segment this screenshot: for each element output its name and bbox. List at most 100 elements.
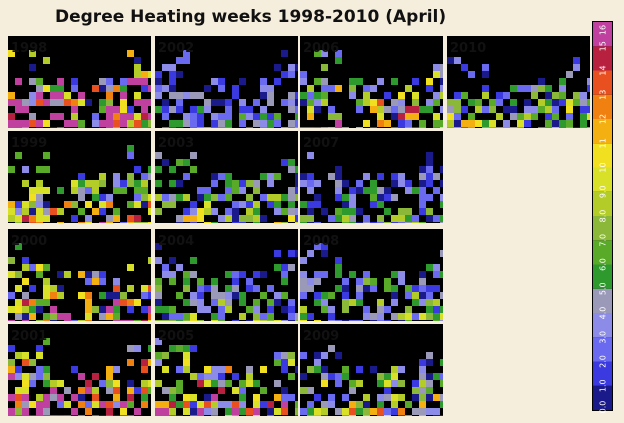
map-cell [141, 99, 148, 106]
map-cell [148, 306, 151, 313]
map-cell [99, 208, 106, 215]
map-cell [246, 127, 253, 128]
map-cell [99, 127, 106, 128]
map-cell [232, 222, 239, 223]
map-cell [295, 99, 298, 106]
map-cell [335, 120, 342, 127]
map-cell [141, 71, 148, 78]
map-cell [321, 408, 328, 415]
map-cell [274, 408, 281, 415]
map-cell [342, 222, 349, 223]
map-cell [246, 366, 253, 373]
map-cell [50, 380, 57, 387]
map-cell [22, 106, 29, 113]
map-cell [412, 187, 419, 194]
map-cell [496, 127, 503, 128]
map-cell [412, 285, 419, 292]
map-cell [440, 180, 443, 187]
map-cell [398, 99, 405, 106]
map-cell [197, 106, 204, 113]
map-cell [288, 313, 295, 320]
map-cell [190, 152, 197, 159]
map-cell [405, 292, 412, 299]
map-cell [204, 380, 211, 387]
map-cell [155, 71, 162, 78]
map-cell [15, 120, 22, 127]
map-cell [36, 366, 43, 373]
map-cell [162, 106, 169, 113]
map-cell [335, 166, 342, 173]
map-cell [356, 401, 363, 408]
map-cell [64, 401, 71, 408]
map-cell [232, 401, 239, 408]
map-cell [211, 173, 218, 180]
map-cell [204, 194, 211, 201]
colorbar-label: 3.0 [599, 331, 608, 344]
map-cell [580, 127, 587, 128]
map-cell [50, 127, 57, 128]
map-cell [64, 313, 71, 320]
map-cell [211, 99, 218, 106]
map-cell [300, 222, 307, 223]
map-cell [412, 394, 419, 401]
map-cell [384, 380, 391, 387]
map-cell [15, 127, 22, 128]
map-cell [106, 373, 113, 380]
map-cell [239, 180, 246, 187]
map-cell [183, 208, 190, 215]
map-cell [190, 373, 197, 380]
map-cell [356, 366, 363, 373]
map-cell [440, 71, 443, 78]
map-cell [15, 373, 22, 380]
map-cell [545, 127, 552, 128]
map-cell [134, 320, 141, 321]
map-cell [155, 85, 162, 92]
map-cell [580, 120, 587, 127]
map-cell [57, 380, 64, 387]
map-cell [482, 85, 489, 92]
map-cell [489, 127, 496, 128]
map-cell [503, 127, 510, 128]
map-cell [197, 380, 204, 387]
map-cell [36, 187, 43, 194]
map-panel: 2002 [155, 36, 298, 128]
map-cell [573, 57, 580, 64]
map-cell [36, 166, 43, 173]
map-cell [106, 313, 113, 320]
map-cell [239, 299, 246, 306]
map-cell [260, 106, 267, 113]
map-cell [218, 113, 225, 120]
map-cell [190, 113, 197, 120]
map-cell [426, 166, 433, 173]
map-cell [64, 201, 71, 208]
map-cell [8, 359, 15, 366]
map-cell [370, 127, 377, 128]
year-label: 2007 [303, 136, 339, 151]
map-cell [426, 380, 433, 387]
map-cell [246, 408, 253, 415]
map-cell [552, 99, 559, 106]
map-cell [412, 299, 419, 306]
map-cell [134, 78, 141, 85]
map-cell [197, 120, 204, 127]
map-cell [113, 387, 120, 394]
map-cell [225, 180, 232, 187]
map-cell [419, 373, 426, 380]
map-cell [314, 292, 321, 299]
map-cell [225, 408, 232, 415]
map-cell [349, 387, 356, 394]
map-cell [300, 285, 307, 292]
year-label: 2001 [11, 329, 47, 344]
map-cell [211, 127, 218, 128]
map-cell [274, 264, 281, 271]
map-cell [321, 366, 328, 373]
map-cell [566, 99, 573, 106]
map-cell [78, 401, 85, 408]
map-cell [328, 394, 335, 401]
map-cell [300, 306, 307, 313]
map-cell [113, 106, 120, 113]
map-cell [440, 64, 443, 71]
map-cell [274, 222, 281, 223]
map-cell [281, 159, 288, 166]
map-cell [176, 215, 183, 222]
